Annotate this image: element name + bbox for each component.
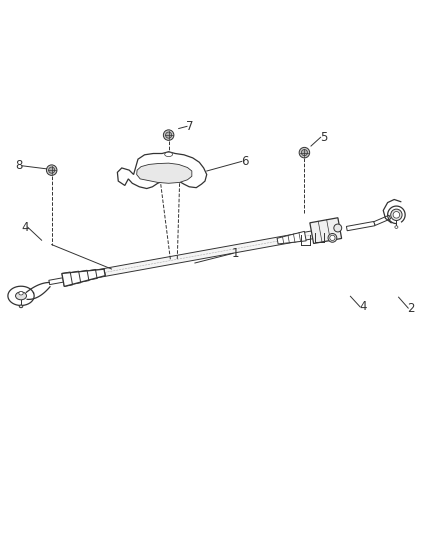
Polygon shape <box>104 227 334 276</box>
Ellipse shape <box>19 305 23 308</box>
Ellipse shape <box>395 226 398 229</box>
Text: 4: 4 <box>359 300 367 313</box>
Polygon shape <box>87 269 97 280</box>
Ellipse shape <box>46 165 57 175</box>
Polygon shape <box>310 218 342 244</box>
Polygon shape <box>62 272 73 286</box>
Ellipse shape <box>16 292 27 300</box>
Ellipse shape <box>330 235 335 240</box>
Ellipse shape <box>163 130 174 140</box>
Polygon shape <box>277 231 306 244</box>
Ellipse shape <box>299 147 310 158</box>
Text: 1: 1 <box>232 247 240 260</box>
Ellipse shape <box>165 152 173 157</box>
Text: 6: 6 <box>241 155 248 168</box>
Ellipse shape <box>328 233 337 243</box>
Ellipse shape <box>393 212 399 218</box>
Polygon shape <box>49 278 64 285</box>
Polygon shape <box>79 270 89 282</box>
Polygon shape <box>137 163 192 183</box>
Ellipse shape <box>19 292 23 295</box>
Polygon shape <box>374 215 391 225</box>
Polygon shape <box>71 271 81 284</box>
Ellipse shape <box>391 209 402 221</box>
Ellipse shape <box>334 224 342 232</box>
Polygon shape <box>346 221 375 231</box>
Ellipse shape <box>166 132 172 138</box>
Polygon shape <box>117 152 207 189</box>
Text: 5: 5 <box>320 131 327 144</box>
Polygon shape <box>62 269 105 286</box>
Text: 4: 4 <box>21 221 28 233</box>
Ellipse shape <box>49 167 55 173</box>
Polygon shape <box>95 269 105 278</box>
Text: 8: 8 <box>15 159 23 172</box>
Ellipse shape <box>301 150 307 156</box>
Text: 2: 2 <box>407 302 415 314</box>
Text: 7: 7 <box>186 120 194 133</box>
